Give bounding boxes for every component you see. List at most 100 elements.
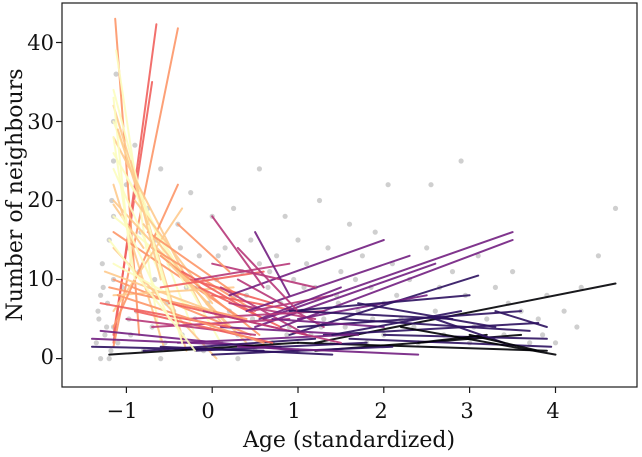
data-point [492,284,498,290]
data-point [106,356,112,362]
data-point [256,166,262,172]
data-point [552,340,559,346]
series-line [339,318,531,332]
data-point [152,276,158,283]
x-axis-ticks [125,387,557,393]
data-point [304,261,310,267]
data-point [291,276,297,283]
x-tick-label: 1 [287,399,300,423]
data-point [432,308,438,314]
data-point [372,229,378,235]
series-line [297,294,428,320]
series-line [468,333,540,352]
data-point [265,284,271,290]
data-point [100,284,106,290]
data-point [102,332,108,338]
data-point [235,356,241,362]
data-point [385,182,391,188]
trend-lines [91,17,617,360]
data-point [93,340,99,346]
data-point [484,316,490,322]
data-point [267,269,273,275]
series-line [254,262,437,328]
data-point [428,182,434,188]
y-axis-title: Number of neighbours [3,68,28,321]
series-line [236,246,299,313]
series-line [202,310,342,344]
data-point [325,245,331,251]
data-point [274,253,280,259]
data-point [458,158,464,164]
data-point [394,292,400,298]
series-line [400,326,557,356]
series-line [189,278,274,305]
series-line [159,345,334,356]
data-point [177,245,183,251]
series-line [211,215,265,289]
series-line [176,333,351,344]
series-line [112,96,132,265]
series-line [168,262,248,344]
series-line [288,294,471,313]
data-point [352,276,359,283]
data-point [359,253,365,259]
data-point [248,237,254,243]
data-point [222,245,228,251]
data-point [346,221,353,227]
data-point [98,356,104,362]
series-line [116,294,265,344]
data-point [99,261,105,267]
data-point [96,316,102,322]
data-point [321,316,327,322]
series-line [103,270,214,313]
data-point [284,332,290,338]
data-point [342,324,348,330]
data-point [108,348,114,354]
data-point [98,292,104,298]
data-point [188,190,194,196]
data-point [475,253,481,259]
data-point [109,197,115,204]
data-point [282,213,288,219]
series-line [146,231,239,297]
data-point [196,253,202,259]
y-tick-label: 30 [27,110,54,134]
x-axis-title: Age (standardized) [242,428,455,453]
series-line [434,318,505,344]
series-line [112,203,145,249]
series-line [228,239,385,297]
y-tick-label: 10 [27,267,54,291]
x-tick-label: 3 [460,399,473,423]
series-line [245,254,411,313]
data-point [215,253,221,259]
data-point [132,142,138,148]
data-point [95,308,101,314]
plot-frame [61,2,638,388]
series-line [194,341,368,352]
series-line [176,223,231,273]
series-line [236,345,420,356]
data-point [316,197,323,204]
series-line [112,262,201,313]
data-point [574,324,580,330]
series-line [121,215,171,320]
data-point [595,253,602,259]
data-point [158,166,164,172]
series-line [112,278,252,336]
y-tick-label: 20 [27,188,54,212]
series-line [211,294,299,313]
series-line [228,302,317,320]
x-tick-labels: −1 0 1 2 3 4 [107,399,560,423]
y-axis-ticks [56,41,62,360]
series-line [322,322,540,336]
series-line [331,310,463,336]
series-line [494,310,548,328]
data-point [527,340,533,346]
series-line [219,286,308,336]
data-point [256,261,262,267]
series-line [108,286,248,320]
series-line [108,239,196,352]
series-line [185,310,325,320]
data-point [540,332,546,338]
